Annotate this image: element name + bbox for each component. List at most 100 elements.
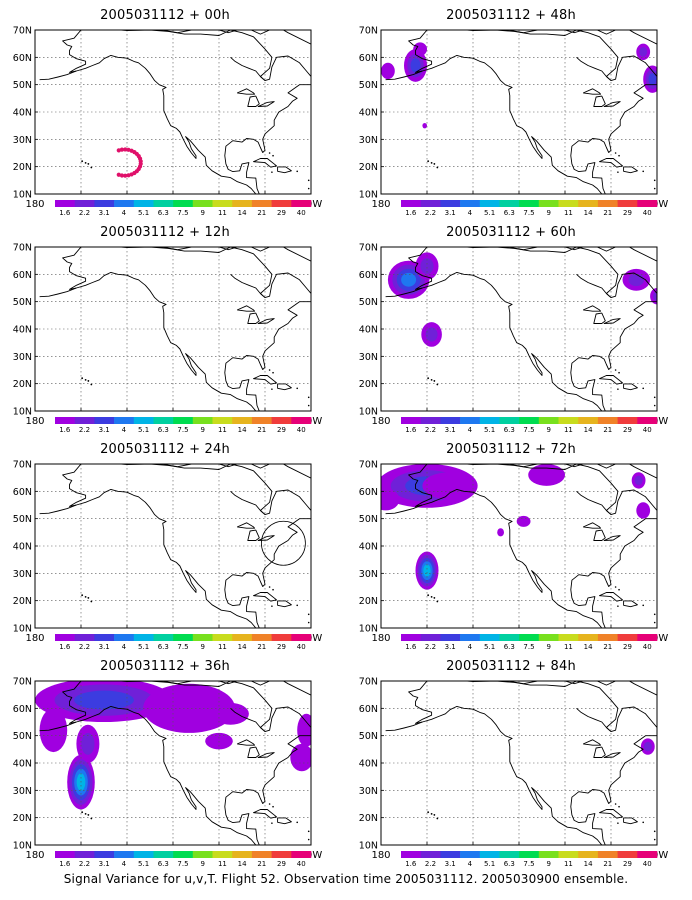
colorbar-label: 7.5 — [177, 643, 188, 651]
lat-tick-label: 70N — [13, 26, 32, 37]
lat-tick-label: 50N — [359, 297, 378, 308]
lon-tick-label: 180 — [25, 416, 44, 427]
colorbar-label: 4 — [468, 643, 473, 651]
coastline — [629, 681, 657, 696]
colorbar-swatch — [153, 634, 174, 641]
colorbar-label: 4 — [468, 209, 473, 217]
colorbar-swatch — [271, 634, 292, 641]
island — [272, 371, 274, 374]
island — [307, 396, 310, 399]
colorbar-label: 4 — [468, 860, 473, 868]
coastline — [230, 490, 266, 515]
lat-tick-label: 50N — [359, 80, 378, 91]
panel-title: 2005031112 + 12h — [100, 225, 230, 240]
variance-contour — [643, 741, 652, 752]
island — [268, 369, 271, 371]
coastline — [39, 70, 77, 81]
island — [433, 597, 436, 599]
island — [272, 154, 274, 157]
map-panel: 2005031112 + 36h 70N 60N 50N 40N 30N 20N 10N 180… — [0, 659, 330, 871]
coastline — [62, 30, 311, 194]
variance-contour — [381, 488, 400, 511]
lat-tick-label: 40N — [359, 759, 378, 770]
colorbar-label: 6.3 — [504, 209, 515, 217]
colorbar-label: 6.3 — [504, 643, 515, 651]
lat-tick-label: 20N — [359, 379, 378, 390]
colorbar-label: 9 — [546, 426, 550, 434]
island — [599, 592, 623, 602]
map-svg: 70N60N50N40N30N20N10N180160W140W120W100W… — [13, 243, 323, 435]
colorbar-label: 1.6 — [405, 860, 417, 868]
coastline — [218, 30, 238, 34]
colorbar-label: 4 — [122, 643, 127, 651]
colorbar-swatch — [558, 200, 579, 207]
colorbar-swatch — [637, 200, 658, 207]
colorbar-label: 7.5 — [177, 426, 188, 434]
colorbar-swatch — [479, 417, 500, 424]
great-lake — [257, 318, 275, 324]
colorbar-label: 2.2 — [425, 426, 436, 434]
target-region-circle — [260, 520, 306, 566]
panel-title: 2005031112 + 36h — [100, 659, 230, 674]
colorbar-swatch — [401, 200, 421, 207]
colorbar-swatch — [74, 634, 95, 641]
colorbar-label: 29 — [277, 643, 286, 651]
island — [271, 171, 273, 173]
colorbar-swatch — [401, 851, 421, 858]
lon-tick-label: 180 — [25, 633, 44, 644]
map-svg: 70N60N50N40N30N20N10N180160W140W120W100W… — [13, 26, 323, 218]
island — [618, 154, 620, 157]
map-panel: 2005031112 + 48h 70N 60N 50N 40N 30N 20N 10N 180… — [346, 8, 676, 220]
lat-tick-label: 70N — [13, 460, 32, 471]
island — [436, 383, 439, 386]
colorbar-swatch — [637, 417, 658, 424]
colorbar-swatch — [558, 851, 579, 858]
colorbar-label: 1.6 — [405, 426, 417, 434]
colorbar-label: 9 — [200, 426, 204, 434]
colorbar-swatch — [291, 634, 312, 641]
island — [81, 811, 84, 814]
colorbar-swatch — [499, 200, 520, 207]
colorbar-label: 7.5 — [177, 860, 188, 868]
great-lake — [603, 535, 621, 541]
lat-tick-label: 40N — [359, 108, 378, 119]
variance-contour — [420, 258, 434, 275]
colorbar-label: 5.1 — [138, 860, 149, 868]
colorbar-swatch — [212, 200, 233, 207]
colorbar-swatch — [153, 417, 174, 424]
great-lake — [247, 529, 260, 541]
colorbar-swatch — [479, 851, 500, 858]
variance-contour — [423, 564, 431, 577]
lat-tick-label: 40N — [13, 542, 32, 553]
colorbar-label: 6.3 — [158, 209, 169, 217]
island — [84, 161, 87, 164]
colorbar-label: 5.1 — [484, 209, 495, 217]
colorbar-swatch — [460, 634, 481, 641]
lat-tick-label: 30N — [359, 786, 378, 797]
variance-contour — [401, 272, 417, 287]
lat-tick-label: 30N — [359, 352, 378, 363]
colorbar-label: 11 — [564, 426, 573, 434]
colorbar-swatch — [114, 851, 135, 858]
island — [614, 369, 617, 371]
colorbar-swatch — [401, 417, 421, 424]
island — [427, 811, 430, 814]
colorbar-label: 14 — [584, 643, 593, 651]
island — [623, 383, 638, 391]
variance-contour — [422, 122, 427, 129]
panel-title: 2005031112 + 84h — [446, 659, 576, 674]
coastline — [230, 56, 266, 81]
island — [599, 375, 623, 385]
colorbar-label: 6.3 — [158, 643, 169, 651]
coastline — [507, 247, 538, 251]
island — [296, 170, 299, 173]
map-svg: 70N60N50N40N30N20N10N180160W140W120W100W… — [359, 677, 669, 869]
colorbar-swatch — [519, 634, 540, 641]
colorbar-swatch — [440, 851, 461, 858]
island — [87, 380, 90, 382]
colorbar-label: 21 — [257, 426, 266, 434]
coastline — [251, 464, 270, 469]
coastline — [507, 464, 538, 468]
colorbar-label: 21 — [257, 209, 266, 217]
island — [436, 817, 439, 820]
